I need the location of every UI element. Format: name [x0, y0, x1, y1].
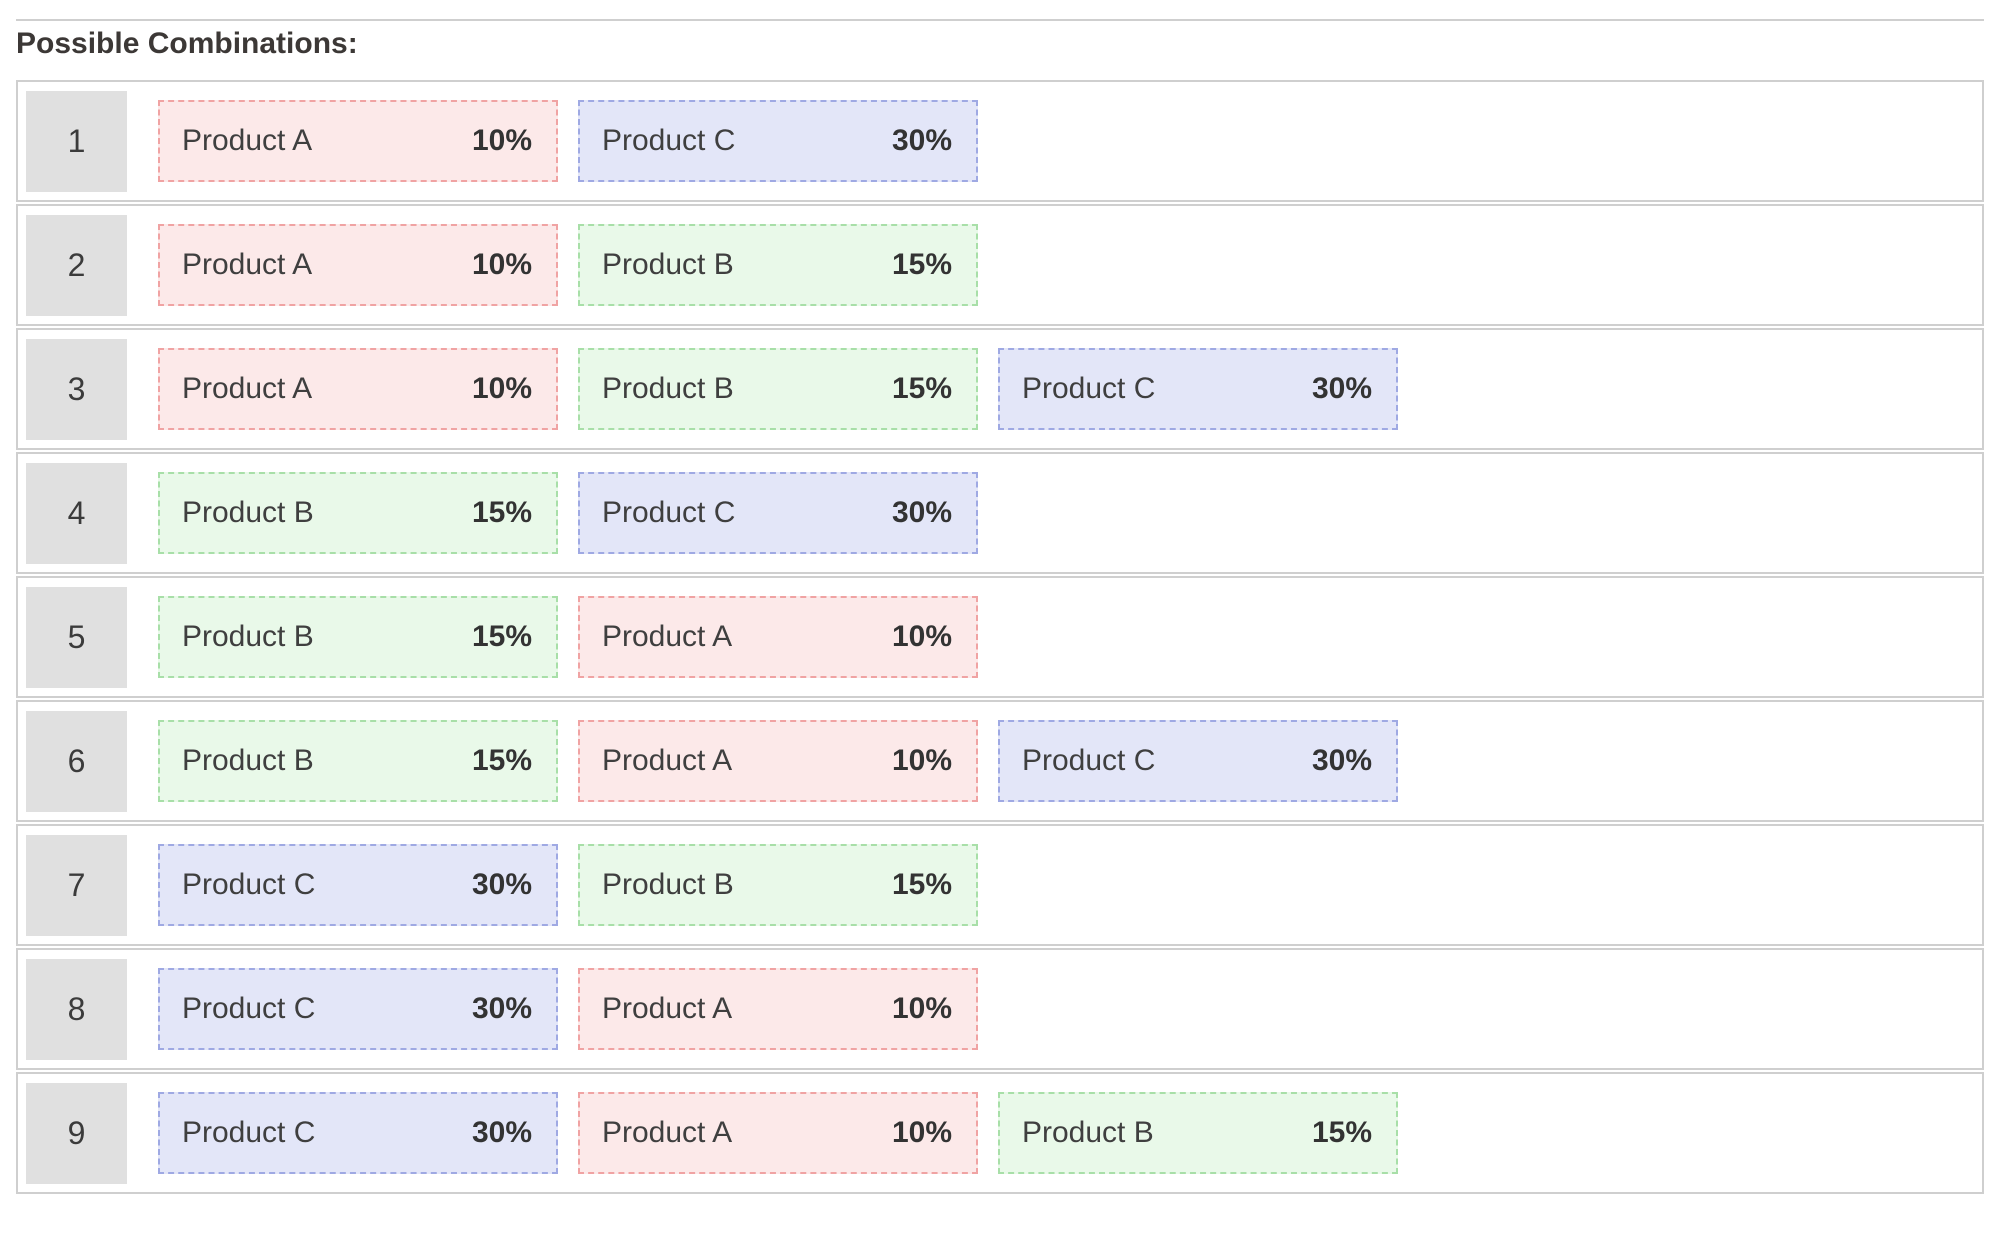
- product-card[interactable]: Product A 10%: [578, 720, 978, 802]
- product-name: Product B: [182, 620, 314, 653]
- product-card[interactable]: Product C 30%: [578, 472, 978, 554]
- product-card[interactable]: Product B 15%: [998, 1092, 1398, 1174]
- product-card[interactable]: Product A 10%: [158, 100, 558, 182]
- product-card[interactable]: Product B 15%: [578, 224, 978, 306]
- product-card[interactable]: Product B 15%: [158, 720, 558, 802]
- product-percent: 30%: [891, 496, 952, 529]
- product-percent: 30%: [1311, 744, 1372, 777]
- product-percent: 10%: [891, 992, 952, 1025]
- product-name: Product A: [602, 620, 733, 653]
- product-percent: 10%: [891, 744, 952, 777]
- product-card[interactable]: Product C 30%: [158, 844, 558, 926]
- product-card[interactable]: Product C 30%: [998, 348, 1398, 430]
- combination-row: 4 Product B 15% Product C 30%: [16, 452, 1984, 574]
- product-name: Product A: [182, 248, 313, 281]
- combination-row: 5 Product B 15% Product A 10%: [16, 576, 1984, 698]
- product-percent: 30%: [471, 1116, 532, 1149]
- combination-row: 3 Product A 10% Product B 15% Product C …: [16, 328, 1984, 450]
- page: Possible Combinations: 1 Product A 10% P…: [0, 19, 2000, 1234]
- row-number-badge: 8: [26, 958, 127, 1060]
- product-card[interactable]: Product C 30%: [998, 720, 1398, 802]
- product-name: Product B: [182, 744, 314, 777]
- product-percent: 15%: [891, 868, 952, 901]
- product-card[interactable]: Product B 15%: [578, 348, 978, 430]
- row-number-badge: 1: [26, 90, 127, 192]
- product-name: Product C: [602, 124, 736, 157]
- product-percent: 15%: [891, 372, 952, 405]
- product-percent: 10%: [891, 1116, 952, 1149]
- combination-row: 2 Product A 10% Product B 15%: [16, 204, 1984, 326]
- product-card[interactable]: Product A 10%: [158, 224, 558, 306]
- product-name: Product A: [602, 744, 733, 777]
- product-name: Product C: [1022, 372, 1156, 405]
- product-name: Product A: [602, 1116, 733, 1149]
- product-percent: 30%: [471, 992, 532, 1025]
- row-number-badge: 9: [26, 1082, 127, 1184]
- product-percent: 15%: [471, 496, 532, 529]
- product-card[interactable]: Product C 30%: [158, 1092, 558, 1174]
- product-name: Product B: [182, 496, 314, 529]
- product-percent: 10%: [471, 372, 532, 405]
- product-card[interactable]: Product A 10%: [578, 968, 978, 1050]
- product-card[interactable]: Product C 30%: [158, 968, 558, 1050]
- product-name: Product C: [1022, 744, 1156, 777]
- product-card[interactable]: Product B 15%: [158, 472, 558, 554]
- row-number-badge: 3: [26, 338, 127, 440]
- product-card[interactable]: Product A 10%: [578, 596, 978, 678]
- product-card[interactable]: Product A 10%: [158, 348, 558, 430]
- product-name: Product C: [182, 992, 316, 1025]
- row-number-badge: 4: [26, 462, 127, 564]
- product-percent: 15%: [891, 248, 952, 281]
- product-card[interactable]: Product B 15%: [158, 596, 558, 678]
- product-name: Product A: [182, 372, 313, 405]
- product-card[interactable]: Product C 30%: [578, 100, 978, 182]
- product-name: Product C: [182, 1116, 316, 1149]
- page-title: Possible Combinations:: [16, 27, 358, 60]
- product-card[interactable]: Product A 10%: [578, 1092, 978, 1174]
- row-number-badge: 5: [26, 586, 127, 688]
- product-percent: 15%: [471, 744, 532, 777]
- product-name: Product B: [602, 248, 734, 281]
- combination-row: 9 Product C 30% Product A 10% Product B …: [16, 1072, 1984, 1194]
- product-percent: 10%: [891, 620, 952, 653]
- product-name: Product B: [602, 868, 734, 901]
- product-percent: 30%: [1311, 372, 1372, 405]
- combination-row: 1 Product A 10% Product C 30%: [16, 80, 1984, 202]
- combination-row: 7 Product C 30% Product B 15%: [16, 824, 1984, 946]
- combination-row: 6 Product B 15% Product A 10% Product C …: [16, 700, 1984, 822]
- product-name: Product B: [602, 372, 734, 405]
- top-divider: [16, 19, 1984, 21]
- product-percent: 10%: [471, 248, 532, 281]
- product-card[interactable]: Product B 15%: [578, 844, 978, 926]
- combination-row: 8 Product C 30% Product A 10%: [16, 948, 1984, 1070]
- product-name: Product B: [1022, 1116, 1154, 1149]
- row-number-badge: 6: [26, 710, 127, 812]
- row-number-badge: 2: [26, 214, 127, 316]
- product-percent: 10%: [471, 124, 532, 157]
- product-name: Product A: [602, 992, 733, 1025]
- product-percent: 30%: [471, 868, 532, 901]
- product-name: Product A: [182, 124, 313, 157]
- product-percent: 15%: [1311, 1116, 1372, 1149]
- product-percent: 15%: [471, 620, 532, 653]
- product-name: Product C: [602, 496, 736, 529]
- product-name: Product C: [182, 868, 316, 901]
- product-percent: 30%: [891, 124, 952, 157]
- row-number-badge: 7: [26, 834, 127, 936]
